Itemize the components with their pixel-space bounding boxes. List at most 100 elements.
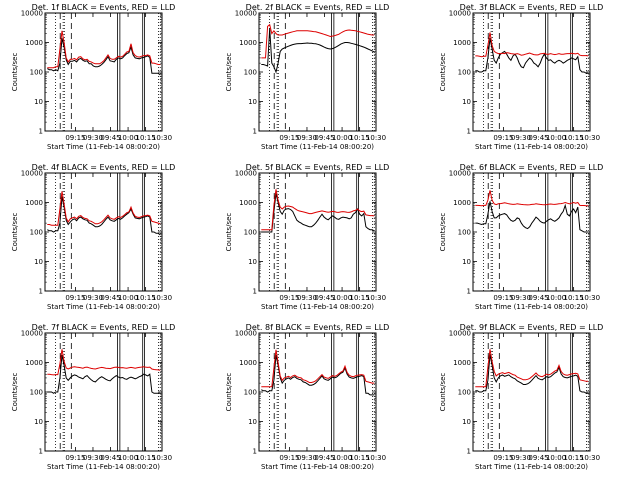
y-tick-label: 1 [253,448,257,456]
x-tick-label: 09:45 [100,294,120,302]
x-tick-label: 10:30 [152,134,172,142]
x-tick-label: 09:30 [297,454,317,462]
x-tick-label: 09:30 [297,294,317,302]
x-tick-label: 10:15 [564,294,584,302]
y-tick-label: 1 [253,128,257,136]
y-tick-label: 1 [467,128,471,136]
x-tick-label: 09:45 [314,134,334,142]
y-tick-label: 100 [244,69,257,77]
panel-title: Det. 7f BLACK = Events, RED = LLD [32,323,176,332]
x-tick-label: 10:15 [564,134,584,142]
x-axis-label: Start Time (11-Feb-14 08:00:20) [475,303,588,311]
y-tick-label: 100 [458,389,471,397]
x-tick-label: 10:30 [580,454,600,462]
y-tick-label: 1 [467,448,471,456]
y-tick-label: 10 [248,418,257,426]
y-axis-label: Counts/sec [225,213,233,252]
x-tick-label: 09:30 [83,454,103,462]
series-line [261,349,375,388]
y-tick-label: 100 [458,229,471,237]
x-tick-label: 09:30 [511,454,531,462]
series-line [47,38,161,76]
series-line [261,193,375,233]
series-line [475,349,589,388]
panel: Det. 2f BLACK = Events, RED = LLD 1 10 100 1… [225,3,389,151]
panel-title: Det. 5f BLACK = Events, RED = LLD [246,163,390,172]
panel: Det. 3f BLACK = Events, RED = LLD 1 10 100 1… [439,3,603,151]
x-tick-label: 10:30 [580,294,600,302]
x-tick-label: 09:15 [493,454,513,462]
panel-title: Det. 1f BLACK = Events, RED = LLD [32,3,176,12]
x-tick-label: 10:00 [332,454,352,462]
y-tick-label: 10000 [449,170,471,178]
y-tick-label: 10 [462,258,471,266]
x-tick-label: 09:45 [528,294,548,302]
y-tick-label: 1000 [239,359,257,367]
x-axis-label: Start Time (11-Feb-14 08:00:20) [47,463,160,471]
x-tick-label: 10:30 [366,134,386,142]
panel: Det. 7f BLACK = Events, RED = LLD 1 10 100 1… [11,323,175,471]
series-line [475,201,589,233]
x-tick-label: 10:00 [118,134,138,142]
y-tick-label: 10 [462,418,471,426]
panel-title: Det. 3f BLACK = Events, RED = LLD [460,3,604,12]
panel-title: Det. 8f BLACK = Events, RED = LLD [246,323,390,332]
x-tick-label: 10:15 [136,454,156,462]
x-tick-label: 09:30 [511,134,531,142]
y-tick-label: 1 [467,288,471,296]
x-tick-label: 10:30 [366,294,386,302]
x-tick-label: 09:15 [65,134,85,142]
x-tick-label: 10:15 [350,294,370,302]
x-tick-label: 09:45 [100,454,120,462]
panel-title: Det. 6f BLACK = Events, RED = LLD [460,163,604,172]
x-axis-label: Start Time (11-Feb-14 08:00:20) [475,143,588,151]
y-tick-label: 100 [458,69,471,77]
x-tick-label: 09:45 [314,454,334,462]
y-axis-label: Counts/sec [439,373,447,412]
x-tick-label: 09:15 [279,294,299,302]
y-tick-label: 1 [39,128,43,136]
panel: Det. 4f BLACK = Events, RED = LLD 1 10 100 1… [11,163,175,311]
x-tick-label: 10:00 [332,294,352,302]
x-tick-label: 10:15 [136,294,156,302]
panel-title: Det. 2f BLACK = Events, RED = LLD [246,3,390,12]
x-axis-label: Start Time (11-Feb-14 08:00:20) [47,303,160,311]
x-axis-label: Start Time (11-Feb-14 08:00:20) [261,303,374,311]
y-tick-label: 100 [30,229,43,237]
x-axis-label: Start Time (11-Feb-14 08:00:20) [475,463,588,471]
x-axis-label: Start Time (11-Feb-14 08:00:20) [261,463,374,471]
y-tick-label: 10000 [235,10,257,18]
series-line [261,354,375,396]
x-tick-label: 09:30 [297,134,317,142]
y-axis-label: Counts/sec [225,373,233,412]
y-tick-label: 100 [244,389,257,397]
y-tick-label: 10000 [21,330,43,338]
x-tick-label: 09:15 [65,294,85,302]
y-tick-label: 1000 [239,199,257,207]
x-axis-label: Start Time (11-Feb-14 08:00:20) [261,143,374,151]
x-tick-label: 09:15 [279,134,299,142]
series-line [47,30,161,69]
panel-title: Det. 4f BLACK = Events, RED = LLD [32,163,176,172]
y-tick-label: 10 [34,418,43,426]
x-tick-label: 10:00 [332,134,352,142]
x-tick-label: 09:15 [493,134,513,142]
x-tick-label: 10:30 [366,454,386,462]
y-tick-label: 1 [39,448,43,456]
x-tick-label: 09:45 [100,134,120,142]
y-tick-label: 10000 [21,170,43,178]
y-tick-label: 10 [248,258,257,266]
y-axis-label: Counts/sec [439,213,447,252]
x-tick-label: 09:15 [65,454,85,462]
y-tick-label: 10000 [235,330,257,338]
y-tick-label: 1000 [453,359,471,367]
series-line [475,190,589,207]
panel: Det. 6f BLACK = Events, RED = LLD 1 10 100 1… [439,163,603,311]
y-tick-label: 10000 [235,170,257,178]
y-tick-label: 1 [39,288,43,296]
x-tick-label: 09:45 [314,294,334,302]
series-line [47,196,161,236]
x-tick-label: 10:15 [350,134,370,142]
x-tick-label: 10:30 [152,294,172,302]
y-tick-label: 1000 [25,199,43,207]
